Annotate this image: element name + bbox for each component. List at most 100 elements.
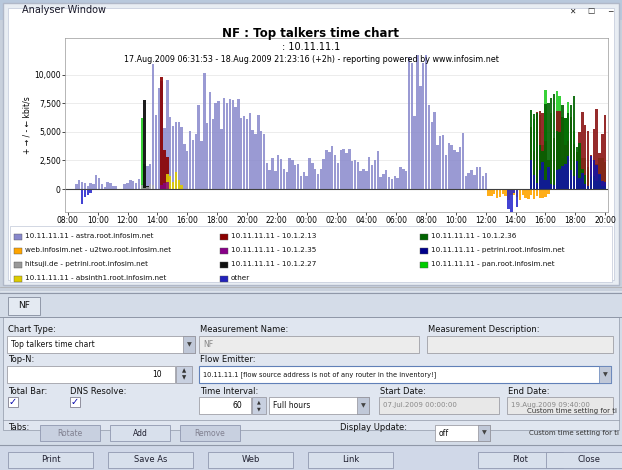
Bar (595, 164, 598, 189)
Bar (561, 104, 564, 189)
Bar (550, 149, 552, 189)
Bar (183, 336, 195, 353)
Bar (601, 184, 603, 189)
Bar (462, 133, 464, 189)
Bar (567, 156, 569, 189)
Text: □: □ (587, 7, 595, 16)
Bar (197, 105, 200, 189)
Bar (220, 248, 228, 254)
Bar (547, 160, 549, 189)
Bar (593, 186, 595, 189)
Bar (536, 113, 538, 189)
Bar (3, 3, 619, 285)
Bar (553, 172, 555, 189)
Bar (564, 164, 567, 189)
Bar (135, 183, 137, 189)
Bar (581, 186, 583, 189)
Bar (570, 117, 572, 189)
Bar (434, 112, 436, 189)
Bar (14, 276, 22, 282)
Bar (527, 189, 529, 199)
Bar (561, 117, 564, 189)
Bar (504, 189, 507, 196)
Bar (149, 184, 152, 189)
Bar (490, 189, 493, 196)
Bar (132, 181, 134, 189)
Bar (297, 164, 299, 189)
Bar (195, 134, 197, 189)
Bar (322, 159, 325, 189)
Bar (516, 189, 518, 207)
Bar (8, 8, 614, 280)
Text: ▲: ▲ (182, 368, 186, 373)
Bar (581, 169, 583, 189)
Bar (164, 183, 165, 189)
Bar (95, 175, 98, 189)
Bar (209, 92, 211, 189)
Text: 10.11.11.11 - pan.root.infosim.net: 10.11.11.11 - pan.root.infosim.net (431, 261, 555, 267)
Bar (590, 183, 592, 189)
Bar (115, 186, 118, 189)
Text: Web: Web (241, 455, 260, 464)
Bar (420, 262, 428, 268)
Bar (544, 186, 547, 189)
Bar (479, 167, 481, 189)
Bar (524, 189, 527, 198)
Bar (351, 161, 353, 189)
Bar (601, 158, 603, 189)
Bar (559, 132, 561, 189)
Bar (544, 103, 547, 189)
Bar (587, 186, 589, 189)
Bar (567, 185, 569, 189)
Text: Print: Print (41, 455, 60, 464)
FancyBboxPatch shape (8, 297, 40, 315)
Bar (559, 170, 561, 189)
Bar (555, 185, 558, 189)
Bar (360, 172, 362, 189)
Bar (584, 187, 587, 189)
Bar (124, 184, 126, 189)
Bar (604, 115, 606, 189)
Bar (220, 262, 228, 268)
Text: ▼: ▼ (603, 372, 607, 377)
Bar (595, 184, 598, 189)
Bar (164, 128, 165, 189)
Bar (533, 114, 536, 189)
Bar (575, 185, 578, 189)
Text: 07.Jul.2009 00:00:00: 07.Jul.2009 00:00:00 (383, 402, 457, 408)
Text: Add: Add (132, 429, 147, 438)
Bar (379, 177, 382, 189)
Bar (510, 189, 513, 196)
Text: 10.11.11.11 - petrini.root.infosim.net: 10.11.11.11 - petrini.root.infosim.net (431, 247, 565, 253)
Text: 60: 60 (232, 401, 242, 410)
Bar (578, 132, 581, 189)
Bar (578, 178, 581, 189)
Bar (289, 158, 291, 189)
Bar (357, 397, 369, 414)
Bar (601, 134, 603, 189)
Bar (584, 158, 587, 189)
Bar (220, 276, 228, 282)
Bar (14, 248, 22, 254)
Bar (598, 185, 601, 189)
Bar (541, 187, 544, 189)
Bar (550, 98, 552, 189)
Text: Link: Link (342, 455, 359, 464)
Bar (539, 115, 541, 189)
Bar (109, 183, 112, 189)
Bar (166, 174, 169, 189)
Bar (7, 366, 175, 383)
Bar (584, 184, 587, 189)
Bar (547, 103, 549, 189)
Bar (513, 189, 516, 195)
Text: ▼: ▼ (187, 342, 192, 347)
Bar (155, 115, 157, 189)
Bar (223, 98, 225, 189)
Bar (564, 118, 567, 189)
Bar (152, 185, 154, 189)
Bar (555, 131, 558, 189)
Bar (271, 158, 274, 189)
Bar (175, 172, 177, 189)
Bar (578, 184, 581, 189)
Bar (570, 184, 572, 189)
